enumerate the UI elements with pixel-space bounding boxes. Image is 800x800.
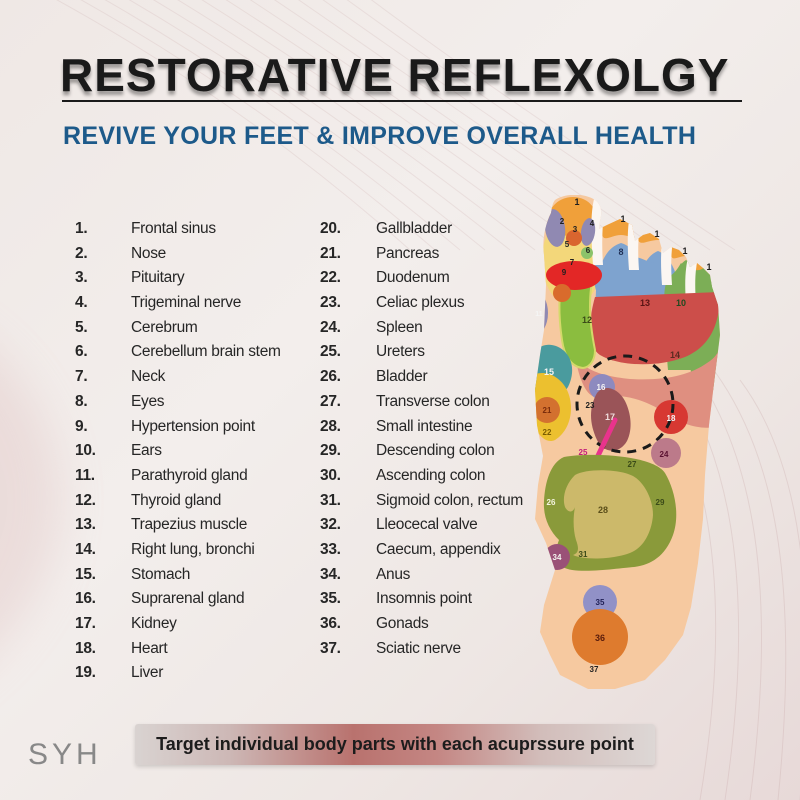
svg-text:15: 15 — [544, 367, 554, 377]
svg-text:26: 26 — [547, 498, 556, 507]
svg-text:37: 37 — [590, 665, 599, 674]
svg-text:9: 9 — [562, 268, 567, 277]
svg-text:1: 1 — [706, 262, 711, 272]
svg-text:14: 14 — [670, 350, 680, 360]
svg-text:29: 29 — [656, 498, 665, 507]
svg-text:1: 1 — [620, 214, 625, 224]
svg-text:21: 21 — [543, 406, 552, 415]
svg-text:12: 12 — [582, 315, 592, 325]
svg-text:4: 4 — [590, 219, 595, 228]
svg-text:18: 18 — [667, 414, 676, 423]
svg-text:3: 3 — [573, 225, 578, 234]
svg-text:25: 25 — [579, 448, 588, 457]
svg-text:7: 7 — [570, 258, 575, 267]
svg-text:5: 5 — [565, 240, 570, 249]
svg-text:16: 16 — [597, 383, 606, 392]
svg-text:22: 22 — [543, 428, 552, 437]
svg-text:1: 1 — [654, 229, 659, 239]
svg-text:6: 6 — [586, 246, 591, 255]
svg-text:24: 24 — [660, 450, 669, 459]
svg-text:11: 11 — [535, 311, 543, 318]
svg-text:8: 8 — [618, 247, 623, 257]
svg-text:27: 27 — [628, 460, 637, 469]
svg-text:10: 10 — [676, 298, 686, 308]
svg-text:28: 28 — [598, 505, 608, 515]
svg-text:31: 31 — [579, 550, 588, 559]
svg-text:2: 2 — [560, 217, 565, 226]
svg-text:23: 23 — [586, 401, 595, 410]
svg-text:13: 13 — [640, 298, 650, 308]
svg-text:36: 36 — [595, 633, 605, 643]
svg-text:17: 17 — [605, 412, 615, 422]
svg-text:1: 1 — [574, 197, 579, 207]
svg-text:34: 34 — [553, 553, 562, 562]
svg-text:35: 35 — [596, 598, 605, 607]
svg-text:1: 1 — [682, 246, 687, 256]
